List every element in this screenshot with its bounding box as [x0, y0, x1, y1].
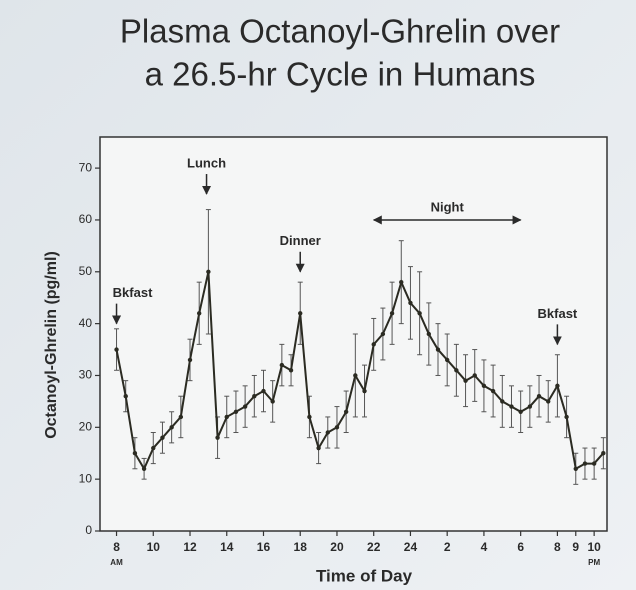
- chart-title: Plasma Octanoyl-Ghrelin over: [120, 13, 560, 50]
- x-tick-label: 22: [367, 540, 381, 554]
- data-point: [454, 368, 459, 373]
- data-point: [187, 357, 193, 363]
- data-point: [307, 414, 312, 420]
- x-tick-label: 8: [554, 540, 561, 554]
- data-point: [169, 425, 174, 430]
- data-point: [325, 430, 330, 435]
- x-tick-label: 18: [294, 540, 308, 554]
- x-tick-label: 14: [220, 540, 234, 554]
- x-tick-label: 20: [330, 540, 344, 554]
- y-tick-label: 20: [79, 419, 93, 433]
- y-tick-label: 40: [79, 316, 93, 330]
- x-axis-label: Time of Day: [316, 566, 413, 585]
- x-tick-label: 9: [572, 540, 579, 554]
- data-point: [288, 368, 294, 373]
- data-point: [334, 425, 340, 430]
- data-point: [435, 347, 441, 352]
- data-point: [252, 394, 257, 399]
- data-point: [582, 461, 588, 466]
- data-point: [343, 409, 349, 414]
- chart-title: a 26.5-hr Cycle in Humans: [145, 56, 536, 93]
- y-tick-label: 0: [85, 523, 92, 537]
- data-point: [123, 394, 128, 399]
- data-point: [316, 445, 321, 451]
- annotation-label: Bkfast: [113, 285, 153, 300]
- data-point: [591, 461, 597, 466]
- y-tick-label: 10: [79, 471, 93, 485]
- data-point: [380, 331, 386, 337]
- data-point: [215, 435, 220, 440]
- annotation-label: Night: [431, 199, 465, 214]
- data-point: [196, 311, 202, 316]
- data-point: [279, 362, 285, 368]
- data-point: [518, 409, 523, 414]
- annotation-label: Bkfast: [538, 306, 578, 321]
- data-point: [555, 383, 560, 389]
- data-point: [481, 383, 487, 389]
- data-point: [601, 451, 606, 456]
- x-tick-label: 6: [517, 540, 524, 554]
- x-tick-note: AM: [110, 558, 123, 567]
- data-point: [500, 399, 505, 404]
- data-point: [426, 331, 432, 337]
- data-point: [389, 311, 395, 316]
- data-point: [573, 466, 578, 471]
- x-tick-label: 12: [183, 540, 197, 554]
- data-point: [151, 445, 156, 451]
- x-tick-label: 4: [481, 540, 488, 554]
- data-point: [444, 357, 450, 363]
- data-point: [527, 404, 533, 409]
- data-point: [206, 269, 211, 274]
- y-axis-label: Octanoyl-Ghrelin (pg/ml): [43, 251, 60, 439]
- data-point: [132, 451, 138, 456]
- data-point: [472, 373, 477, 378]
- data-point: [141, 466, 147, 471]
- x-tick-label: 2: [444, 540, 451, 554]
- x-tick-label: 16: [257, 540, 271, 554]
- y-tick-label: 30: [79, 368, 93, 382]
- data-point: [178, 414, 184, 420]
- data-point: [399, 279, 404, 285]
- x-tick-label: 8: [113, 540, 120, 554]
- data-point: [298, 311, 303, 316]
- data-point: [261, 388, 266, 394]
- data-point: [490, 388, 496, 394]
- x-tick-label: 24: [404, 540, 418, 554]
- data-point: [463, 378, 468, 383]
- data-point: [536, 394, 542, 399]
- annotation-label: Dinner: [280, 233, 321, 248]
- data-point: [233, 409, 239, 414]
- annotation-label: Lunch: [187, 155, 226, 170]
- data-point: [564, 414, 569, 420]
- data-point: [371, 342, 376, 347]
- data-point: [509, 404, 514, 409]
- data-point: [408, 300, 413, 306]
- data-point: [417, 311, 422, 316]
- data-point: [224, 414, 229, 420]
- data-point: [270, 399, 275, 404]
- data-point: [353, 373, 358, 378]
- data-point: [160, 435, 165, 440]
- x-tick-note: PM: [588, 558, 600, 567]
- y-tick-label: 70: [79, 160, 93, 174]
- y-tick-label: 60: [79, 212, 93, 226]
- data-point: [114, 347, 119, 352]
- x-tick-label: 10: [147, 540, 161, 554]
- y-tick-label: 50: [79, 264, 93, 278]
- data-point: [546, 399, 551, 404]
- data-point: [242, 404, 248, 409]
- x-tick-label: 10: [587, 540, 601, 554]
- data-point: [362, 388, 367, 394]
